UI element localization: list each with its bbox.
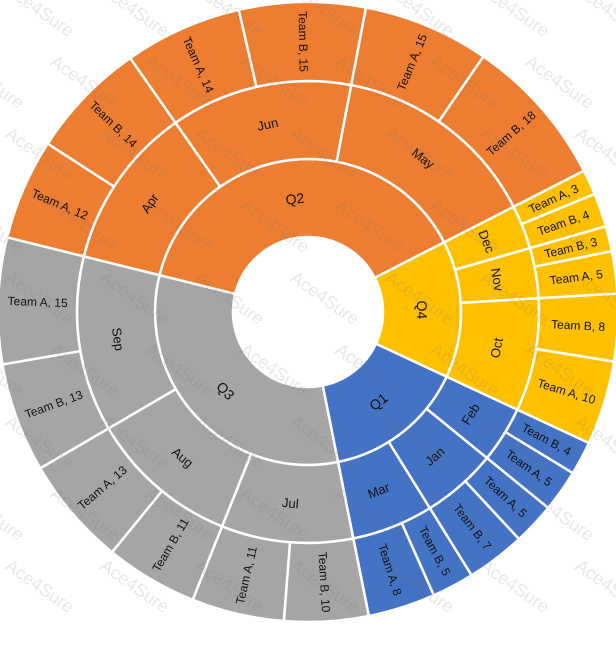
month-label-sep: Sep	[109, 327, 127, 352]
quarter-label-q2: Q2	[285, 190, 306, 208]
team-segment-oct-team-a-10	[515, 347, 616, 445]
month-label-jul: Jul	[281, 495, 299, 511]
quarter-label-q4: Q4	[414, 300, 430, 319]
team-label-oct-team-b-8: Team B, 8	[551, 317, 606, 334]
month-label-jun: Jun	[256, 115, 280, 134]
month-label-nov: Nov	[488, 267, 507, 293]
team-label-sep-team-a-15: Team A, 15	[7, 294, 68, 310]
team-label-jul-team-b-10: Team B, 10	[315, 551, 333, 613]
month-label-oct: Oct	[487, 336, 506, 359]
team-label-jun-team-b-15: Team B, 15	[295, 11, 310, 72]
team-label-nov-team-a-5: Team A, 5	[549, 267, 604, 288]
